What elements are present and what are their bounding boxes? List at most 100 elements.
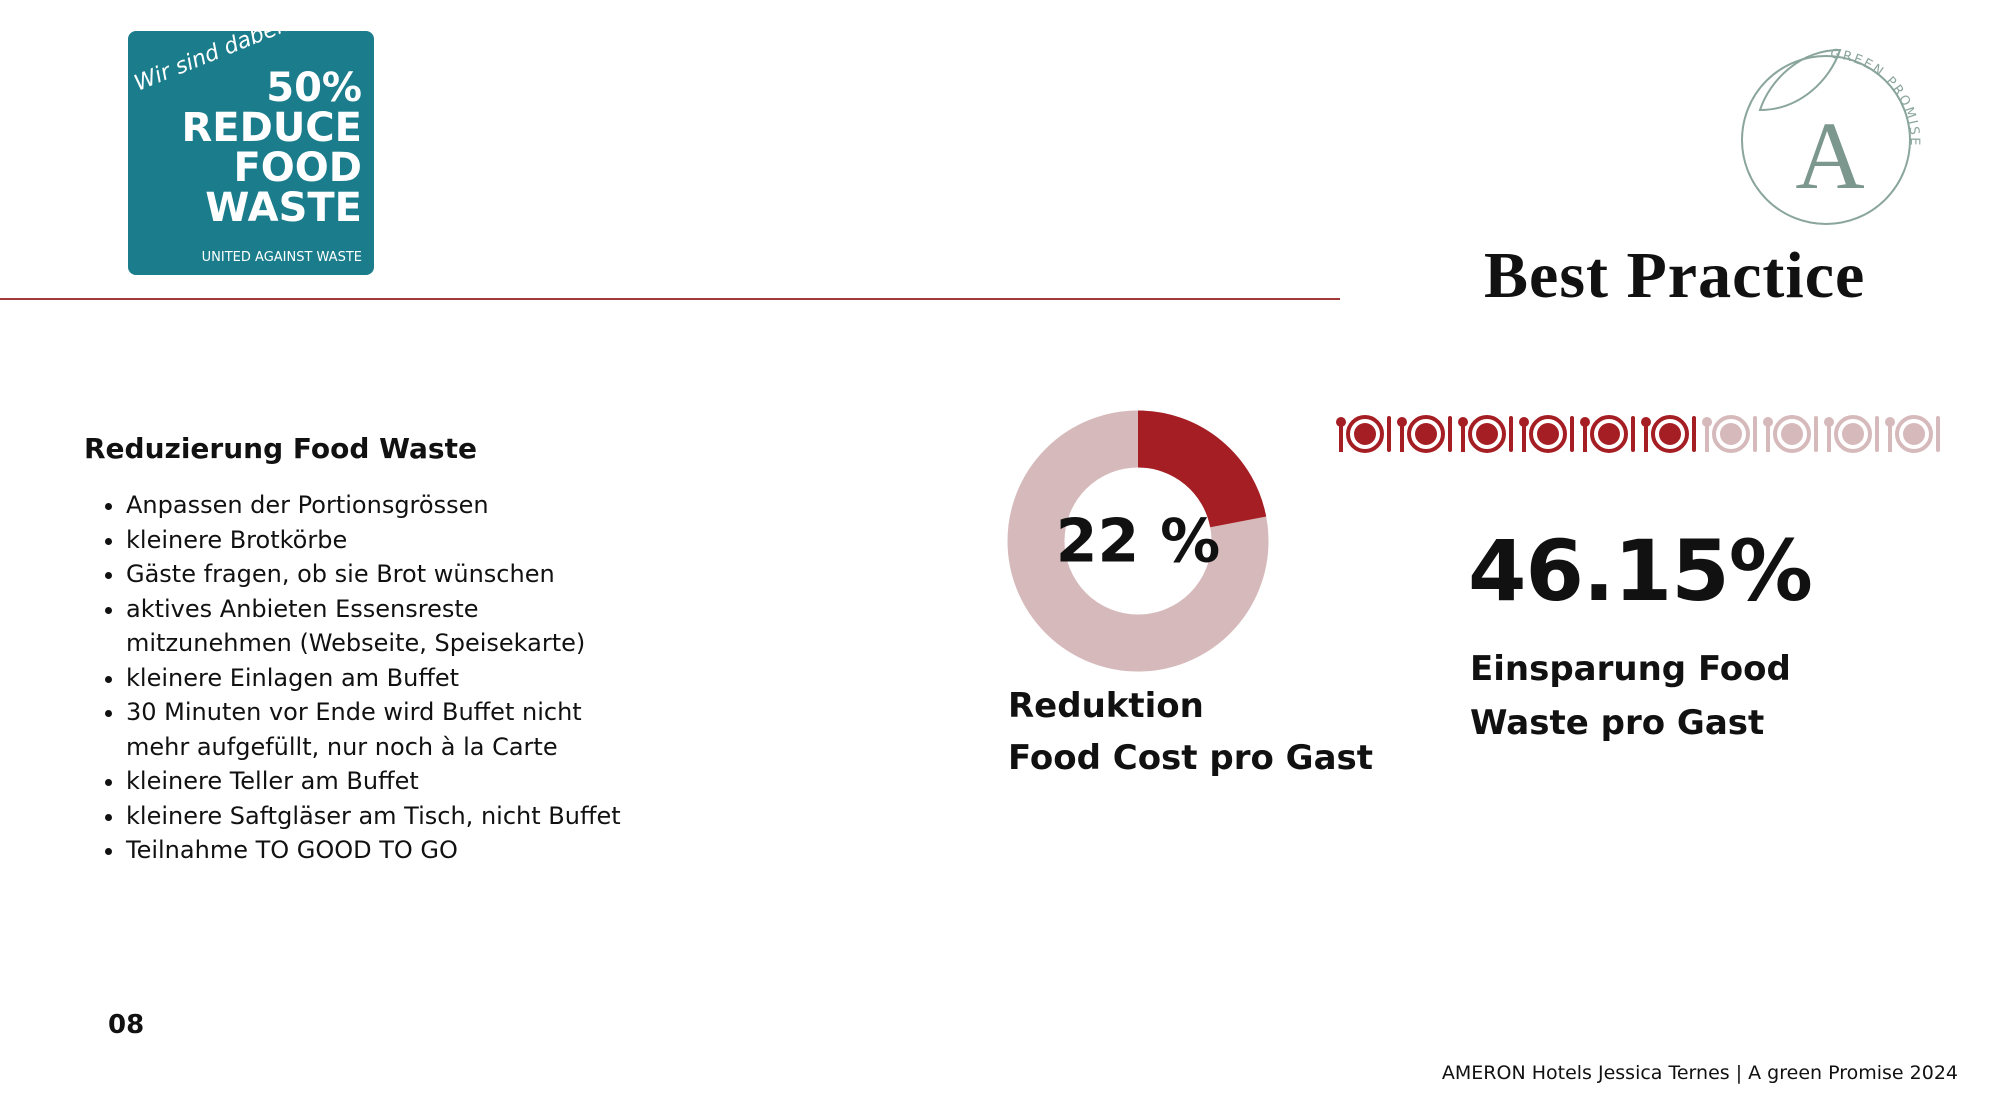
- knife: [1936, 416, 1940, 452]
- place-setting-icon: [1824, 415, 1879, 453]
- donut-segment: [1136, 410, 1267, 529]
- bullet-line: Teilnahme TO GOOD TO GO: [126, 836, 458, 864]
- plate-center: [1537, 423, 1559, 445]
- bullet-item: kleinere Brotkörbe: [126, 523, 621, 558]
- caption-line: Waste pro Gast: [1470, 703, 1765, 743]
- caption-line: Reduktion: [1008, 686, 1204, 726]
- knife: [1448, 416, 1452, 452]
- plate-center: [1598, 423, 1620, 445]
- bullet-item: aktives Anbieten Essensreste mitzunehmen …: [126, 592, 621, 661]
- plate: [1773, 415, 1811, 453]
- fork-handle: [1461, 424, 1465, 452]
- donut-label: 22 %: [1056, 507, 1221, 577]
- fork-handle: [1583, 424, 1587, 452]
- fork: [1580, 417, 1590, 427]
- bullet-line: mehr aufgefüllt, nur noch à la Carte: [126, 732, 558, 761]
- fork: [1519, 417, 1529, 427]
- plate: [1407, 415, 1445, 453]
- plate-center: [1720, 423, 1742, 445]
- place-setting-icon: [1702, 415, 1757, 453]
- stat-value: 46.15%: [1468, 522, 1813, 620]
- fork: [1824, 417, 1834, 427]
- plate-center: [1415, 423, 1437, 445]
- place-setting-icon: [1885, 415, 1940, 453]
- place-setting-icon: [1519, 415, 1574, 453]
- fork: [1885, 417, 1895, 427]
- plate-center: [1354, 423, 1376, 445]
- bullet-list: Anpassen der Portionsgrössen kleinere Bro…: [104, 488, 621, 868]
- plate: [1651, 415, 1689, 453]
- caption-line: Einsparung Food: [1470, 649, 1791, 689]
- fork-handle: [1705, 424, 1709, 452]
- logo-percent: 50%: [266, 65, 362, 111]
- bullet-line: mitzunehmen (Webseite, Speisekarte): [126, 629, 586, 657]
- fork-handle: [1400, 424, 1404, 452]
- fork-handle: [1827, 424, 1831, 452]
- place-setting-icon: [1397, 415, 1452, 453]
- bullet-item: Teilnahme TO GOOD TO GO: [126, 833, 621, 868]
- knife: [1875, 416, 1879, 452]
- icon-row: [1336, 415, 1940, 453]
- fork: [1397, 417, 1407, 427]
- footer: AMERON Hotels Jessica Ternes | A green P…: [1441, 1062, 1958, 1084]
- plate: [1712, 415, 1750, 453]
- plate: [1834, 415, 1872, 453]
- section-heading: Reduzierung Food Waste: [84, 432, 477, 465]
- plate: [1346, 415, 1384, 453]
- knife: [1692, 416, 1696, 452]
- knife: [1387, 416, 1391, 452]
- knife: [1814, 416, 1818, 452]
- plate-center: [1476, 423, 1498, 445]
- fork-handle: [1766, 424, 1770, 452]
- slide-title: Best Practice: [1484, 239, 1866, 312]
- plate-center: [1781, 423, 1803, 445]
- logo-background: [128, 31, 374, 275]
- page-number: 08: [108, 1010, 145, 1040]
- knife: [1570, 416, 1574, 452]
- plate: [1590, 415, 1628, 453]
- logo-subline: UNITED AGAINST WASTE: [202, 250, 362, 265]
- bullet-item: Gäste fragen, ob sie Brot wünschen: [126, 557, 621, 592]
- fork: [1336, 417, 1346, 427]
- bullet-line: Gäste fragen, ob sie Brot wünschen: [126, 560, 555, 588]
- knife: [1753, 416, 1757, 452]
- fork: [1763, 417, 1773, 427]
- caption-line: Food Cost pro Gast: [1008, 738, 1374, 778]
- place-setting-icon: [1458, 415, 1513, 453]
- stat-caption: Einsparung Food Waste pro Gast: [1470, 642, 1791, 750]
- plate: [1529, 415, 1567, 453]
- fork-handle: [1888, 424, 1892, 452]
- bullet-line: kleinere Saftgläser am Tisch, nicht Buff…: [126, 801, 621, 830]
- bullet-line: 30 Minuten vor Ende wird Buffet nicht: [126, 698, 582, 726]
- logo-line: WASTE: [205, 185, 362, 231]
- bullet-item: kleinere Einlagen am Buffet: [126, 661, 621, 696]
- bullet-line: kleinere Brotkörbe: [126, 525, 348, 554]
- divider: [0, 298, 1340, 300]
- bullet-item: 30 Minuten vor Ende wird Buffet nicht meh…: [126, 695, 621, 764]
- brand-leaf: [1758, 48, 1842, 112]
- bullet-line: aktives Anbieten Essensreste: [126, 594, 479, 623]
- stat-caption: Reduktion Food Cost pro Gast: [1008, 680, 1373, 784]
- fork: [1458, 417, 1468, 427]
- bullet-item: kleinere Teller am Buffet: [126, 764, 621, 799]
- logo-line: REDUCE: [182, 105, 363, 151]
- place-setting-icon: [1580, 415, 1635, 453]
- fork-handle: [1339, 424, 1343, 452]
- bullet-line: kleinere Einlagen am Buffet: [126, 663, 460, 692]
- fork: [1641, 417, 1651, 427]
- brand-logo: A GREEN PROMISE: [1741, 47, 1920, 225]
- place-setting-icon: [1763, 415, 1818, 453]
- place-setting-icon: [1641, 415, 1696, 453]
- plate-center: [1903, 423, 1925, 445]
- bullet-item: kleinere Saftgläser am Tisch, nicht Buff…: [126, 799, 621, 834]
- campaign-logo: Wir sind dabei! 50% REDUCE FOOD WASTE UN…: [128, 31, 374, 275]
- plate: [1895, 415, 1933, 453]
- knife: [1631, 416, 1635, 452]
- fork: [1702, 417, 1712, 427]
- brand-circle: [1741, 55, 1911, 225]
- brand-letter: A: [1795, 102, 1864, 209]
- fork-handle: [1644, 424, 1648, 452]
- knife: [1509, 416, 1513, 452]
- logo-line: FOOD: [233, 145, 362, 191]
